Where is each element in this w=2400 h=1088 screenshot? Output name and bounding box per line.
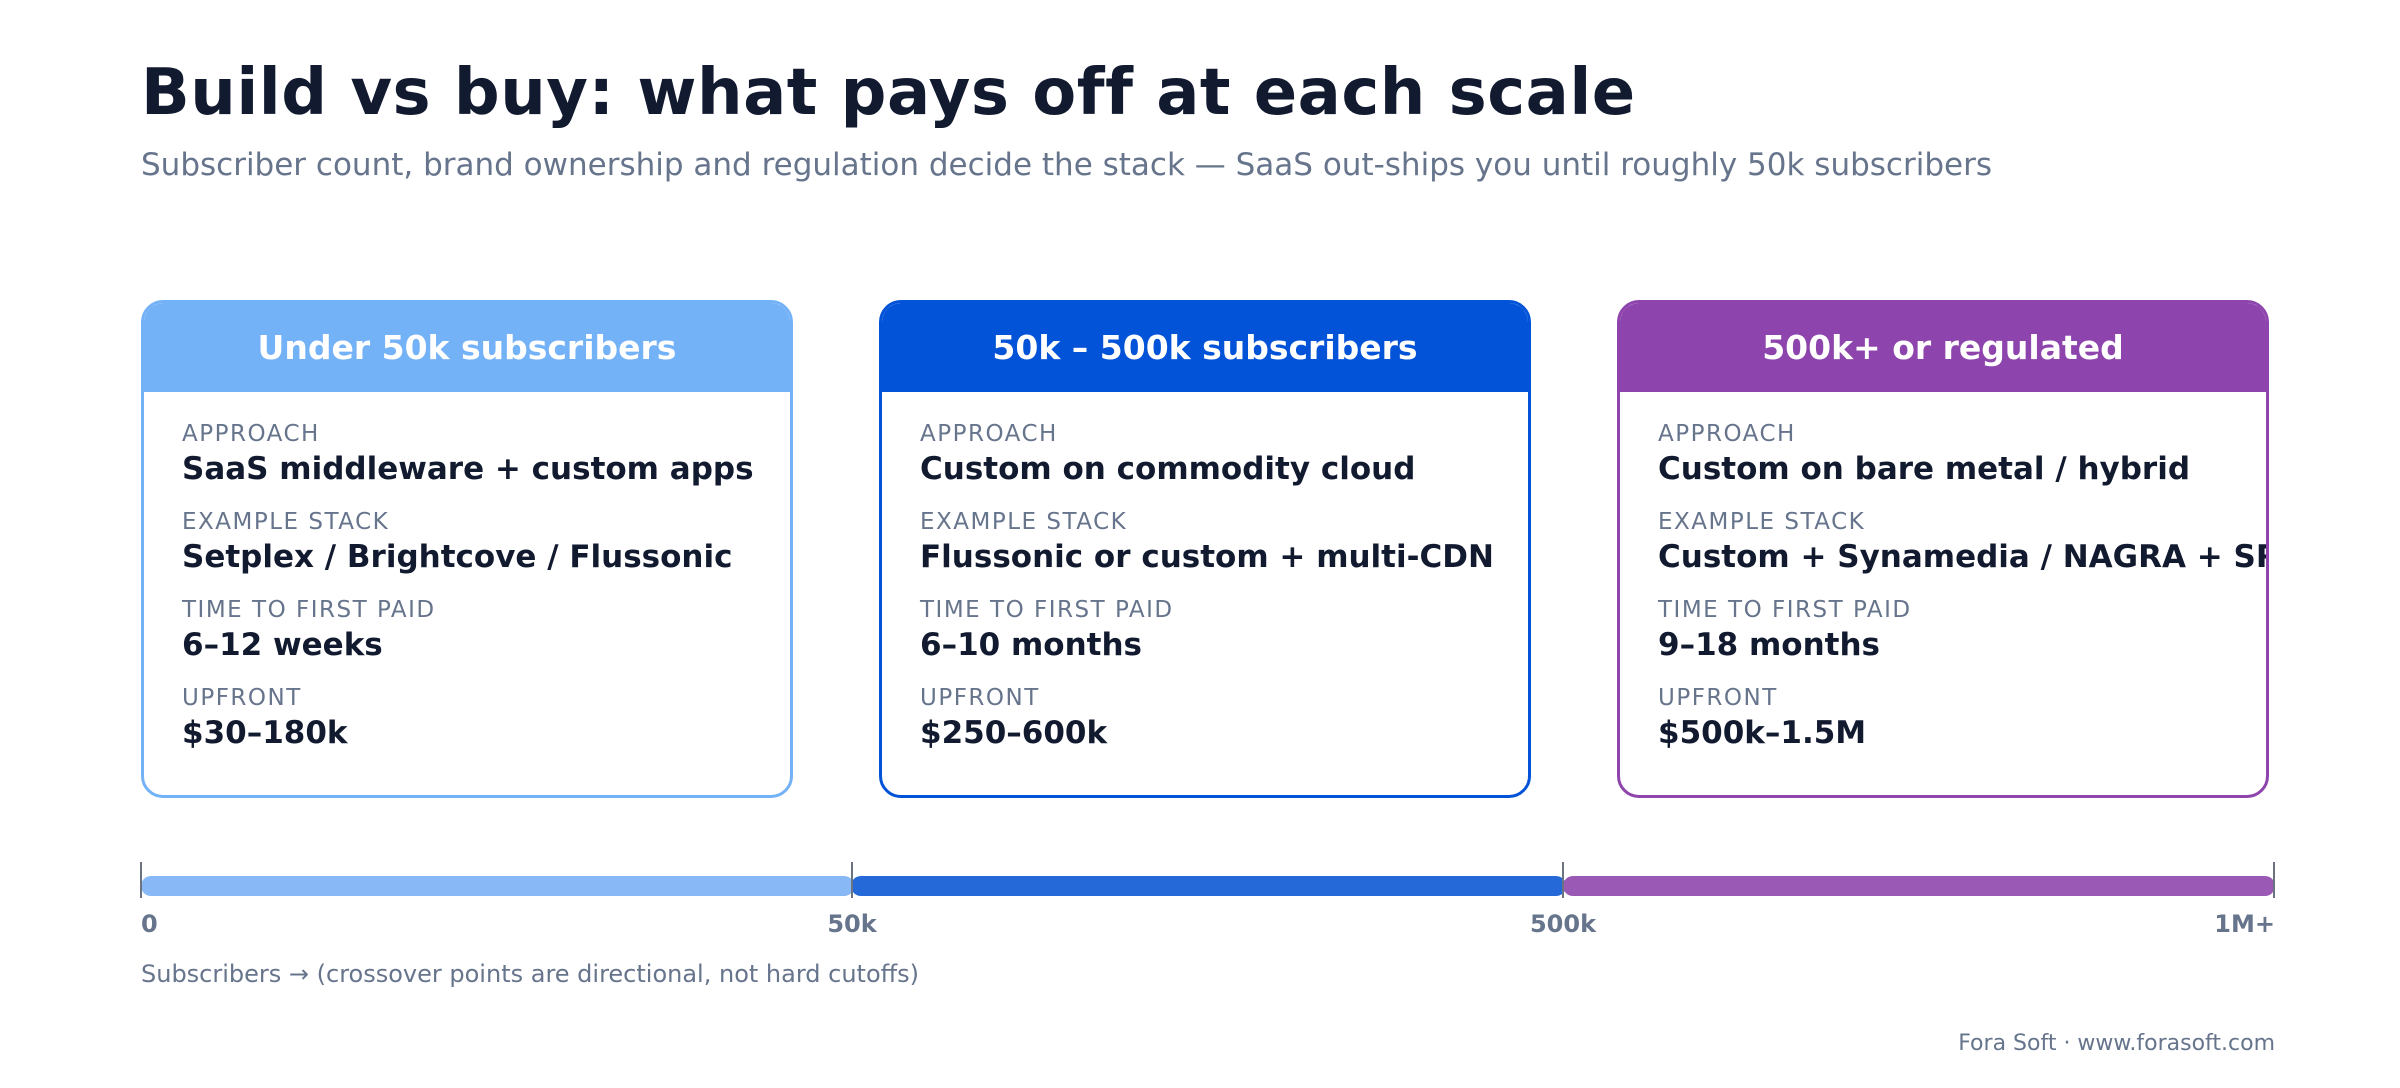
tier-card-under-50k: Under 50k subscribers APPROACH SaaS midd… xyxy=(141,300,793,798)
scale-tick-0 xyxy=(140,862,142,898)
tier-card-header: 500k+ or regulated xyxy=(1620,303,2266,392)
tier-card-body: APPROACH SaaS middleware + custom apps E… xyxy=(144,392,790,753)
stack-label: EXAMPLE STACK xyxy=(182,509,390,535)
scale-note: Subscribers → (crossover points are dire… xyxy=(141,960,920,988)
tier-card-header: 50k – 500k subscribers xyxy=(882,303,1528,392)
time-label: TIME TO FIRST PAID xyxy=(1658,597,1912,623)
upfront-value: $250–600k xyxy=(920,715,1108,751)
approach-label: APPROACH xyxy=(182,421,320,447)
approach-value: Custom on commodity cloud xyxy=(920,451,1416,487)
tier-card-title: 50k – 500k subscribers xyxy=(992,328,1418,367)
time-value: 9–18 months xyxy=(1658,627,1881,663)
tier-card-body: APPROACH Custom on bare metal / hybrid E… xyxy=(1620,392,2266,753)
tier-card-title: Under 50k subscribers xyxy=(257,328,677,367)
tier-card-body: APPROACH Custom on commodity cloud EXAMP… xyxy=(882,392,1528,753)
upfront-label: UPFRONT xyxy=(1658,685,1778,711)
stack-label: EXAMPLE STACK xyxy=(920,509,1128,535)
upfront-label: UPFRONT xyxy=(182,685,302,711)
approach-label: APPROACH xyxy=(1658,421,1796,447)
scale-tick-label-1m: 1M+ xyxy=(2214,910,2275,938)
footer-credit: Fora Soft · www.forasoft.com xyxy=(1958,1031,2275,1056)
upfront-label: UPFRONT xyxy=(920,685,1040,711)
scale-tick-label-50k: 50k xyxy=(827,910,877,938)
scale-tick-label-500k: 500k xyxy=(1529,910,1597,938)
approach-value: Custom on bare metal / hybrid xyxy=(1658,451,2191,487)
time-value: 6–12 weeks xyxy=(182,627,383,663)
approach-label: APPROACH xyxy=(920,421,1058,447)
tier-card-50k-500k: 50k – 500k subscribers APPROACH Custom o… xyxy=(879,300,1531,798)
stack-value: Flussonic or custom + multi-CDN xyxy=(920,539,1494,575)
page-subtitle: Subscriber count, brand ownership and re… xyxy=(141,147,1992,183)
time-label: TIME TO FIRST PAID xyxy=(182,597,436,623)
upfront-value: $500k–1.5M xyxy=(1658,715,1867,751)
tier-card-500k-plus: 500k+ or regulated APPROACH Custom on ba… xyxy=(1617,300,2269,798)
scale-tick-label-0: 0 xyxy=(141,910,158,938)
scale-tick-1m xyxy=(2273,862,2275,898)
scale-segment-under-50k xyxy=(141,876,854,896)
page-title: Build vs buy: what pays off at each scal… xyxy=(141,56,1636,130)
tier-card-title: 500k+ or regulated xyxy=(1762,328,2124,367)
scale-segment-500k-plus xyxy=(1563,876,2275,896)
time-label: TIME TO FIRST PAID xyxy=(920,597,1174,623)
stack-label: EXAMPLE STACK xyxy=(1658,509,1866,535)
time-value: 6–10 months xyxy=(920,627,1143,663)
tier-card-header: Under 50k subscribers xyxy=(144,303,790,392)
stack-value: Setplex / Brightcove / Flussonic xyxy=(182,539,733,575)
scale-segment-50k-500k xyxy=(851,876,1566,896)
subscriber-scale-bar xyxy=(141,876,2275,896)
scale-tick-500k xyxy=(1562,862,1564,898)
upfront-value: $30–180k xyxy=(182,715,348,751)
scale-tick-50k xyxy=(851,862,853,898)
approach-value: SaaS middleware + custom apps xyxy=(182,451,754,487)
stack-value: Custom + Synamedia / NAGRA + SRE xyxy=(1658,539,2269,575)
